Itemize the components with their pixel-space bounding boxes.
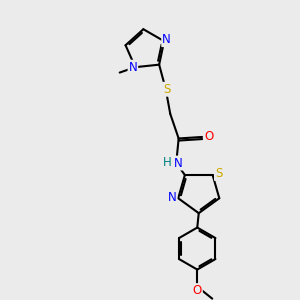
Text: N: N (174, 157, 183, 169)
Text: N: N (162, 33, 171, 46)
Text: O: O (204, 130, 213, 143)
Text: S: S (163, 83, 170, 96)
Text: O: O (193, 284, 202, 297)
Text: S: S (215, 167, 222, 180)
Text: N: N (128, 61, 137, 74)
Text: N: N (168, 191, 177, 204)
Text: H: H (163, 156, 172, 169)
